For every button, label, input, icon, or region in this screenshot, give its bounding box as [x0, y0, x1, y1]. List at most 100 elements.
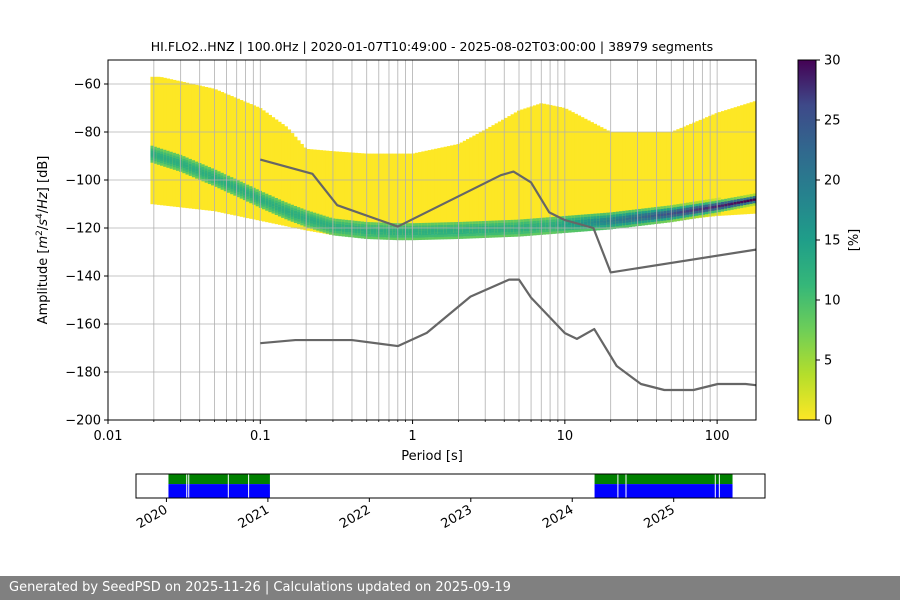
- heatmap-cell: [634, 216, 639, 220]
- heatmap-cell: [204, 177, 209, 181]
- heatmap-cell: [711, 201, 715, 204]
- heatmap-cell: [430, 227, 435, 231]
- heatmap-cell: [552, 216, 556, 220]
- heatmap-cell: [558, 218, 562, 222]
- heatmap-cell: [488, 223, 492, 226]
- heatmap-cell: [306, 225, 311, 228]
- heatmap-cell: [182, 158, 186, 162]
- heatmap-cell: [386, 230, 390, 233]
- heatmap-cell: [472, 223, 476, 227]
- heatmap-cell: [475, 233, 480, 236]
- heatmap-cell: [701, 207, 706, 210]
- heatmap-cell: [223, 93, 228, 214]
- year-tick-label: 2022: [337, 502, 373, 532]
- heatmap-cell: [424, 222, 429, 226]
- heatmap-cell: [504, 220, 508, 223]
- heatmap-cell: [603, 212, 607, 216]
- heatmap-cell: [265, 200, 269, 204]
- heatmap-cell: [567, 218, 572, 221]
- heatmap-cell: [714, 200, 719, 204]
- heatmap-cell: [319, 229, 323, 232]
- heatmap-cell: [338, 223, 343, 227]
- heatmap-cell: [414, 237, 419, 241]
- heatmap-cell: [399, 225, 403, 229]
- heatmap-cell: [281, 210, 285, 214]
- heatmap-cell: [440, 234, 445, 238]
- heatmap-cell: [379, 227, 384, 230]
- heatmap-cell: [297, 140, 301, 229]
- heatmap-cell: [344, 222, 349, 225]
- heatmap-cell: [666, 132, 671, 222]
- heatmap-cell: [577, 214, 582, 218]
- heatmap-cell: [440, 222, 445, 226]
- heatmap-cell: [386, 227, 390, 231]
- heatmap-cell: [717, 202, 722, 205]
- heatmap-cell: [434, 227, 438, 230]
- heatmap-cell: [669, 209, 674, 213]
- heatmap-cell: [465, 224, 470, 227]
- heatmap-cell: [650, 212, 655, 215]
- heatmap-cell: [233, 97, 237, 216]
- heatmap-cell: [373, 234, 378, 237]
- heatmap-cell: [567, 225, 572, 228]
- heatmap-cell: [529, 221, 534, 224]
- heatmap-cell: [685, 212, 690, 215]
- heatmap-cell: [491, 232, 496, 236]
- heatmap-cell: [615, 221, 620, 224]
- heatmap-cell: [507, 231, 511, 235]
- heatmap-cell: [424, 230, 429, 233]
- heatmap-cell: [663, 220, 668, 223]
- heatmap-cell: [453, 229, 457, 232]
- heatmap-cell: [341, 151, 346, 236]
- heatmap-cell: [316, 218, 320, 222]
- heatmap-cell: [711, 198, 715, 202]
- heatmap-cell: [195, 176, 199, 179]
- heatmap-cell: [548, 224, 553, 227]
- heatmap-cell: [606, 130, 610, 229]
- heatmap-cell: [440, 147, 445, 234]
- heatmap-cell: [223, 186, 228, 189]
- heatmap-cell: [618, 225, 623, 229]
- heatmap-cell: [596, 222, 601, 226]
- heatmap-cell: [411, 223, 416, 226]
- heatmap-cell: [740, 200, 744, 204]
- heatmap-cell: [312, 215, 317, 218]
- heatmap-cell: [682, 210, 687, 213]
- heatmap-cell: [628, 132, 633, 226]
- heatmap-cell: [587, 228, 591, 232]
- heatmap-cell: [201, 176, 206, 179]
- heatmap-cell: [261, 199, 266, 203]
- heatmap-cell: [523, 223, 527, 227]
- heatmap-cell: [153, 76, 158, 205]
- heatmap-cell: [414, 232, 419, 236]
- heatmap-cell: [475, 223, 480, 227]
- heatmap-cell: [166, 153, 170, 156]
- heatmap-cell: [564, 227, 569, 231]
- heatmap-cell: [332, 220, 336, 224]
- heatmap-cell: [676, 204, 680, 207]
- heatmap-cell: [724, 203, 728, 207]
- heatmap-cell: [663, 213, 668, 216]
- heatmap-cell: [692, 201, 696, 205]
- heatmap-cell: [226, 182, 231, 186]
- heatmap-cell: [293, 215, 298, 219]
- heatmap-cell: [424, 232, 429, 236]
- heatmap-cell: [430, 234, 435, 238]
- heatmap-cell: [322, 222, 327, 226]
- heatmap-cell: [249, 188, 253, 192]
- heatmap-cell: [233, 193, 237, 196]
- heatmap-cell: [507, 222, 511, 225]
- heatmap-cell: [625, 222, 629, 226]
- heatmap-cell: [529, 225, 534, 229]
- heatmap-cell: [430, 222, 435, 226]
- heatmap-cell: [274, 202, 279, 206]
- heatmap-cell: [284, 126, 288, 227]
- heatmap-cell: [603, 222, 607, 226]
- heatmap-cell: [501, 232, 505, 235]
- heatmap-cell: [717, 207, 722, 210]
- heatmap-cell: [520, 109, 524, 233]
- heatmap-cell: [523, 231, 527, 234]
- heatmap-cell: [427, 225, 432, 228]
- colorbar-tick-label: 10: [824, 294, 841, 309]
- heatmap-cell: [746, 197, 751, 200]
